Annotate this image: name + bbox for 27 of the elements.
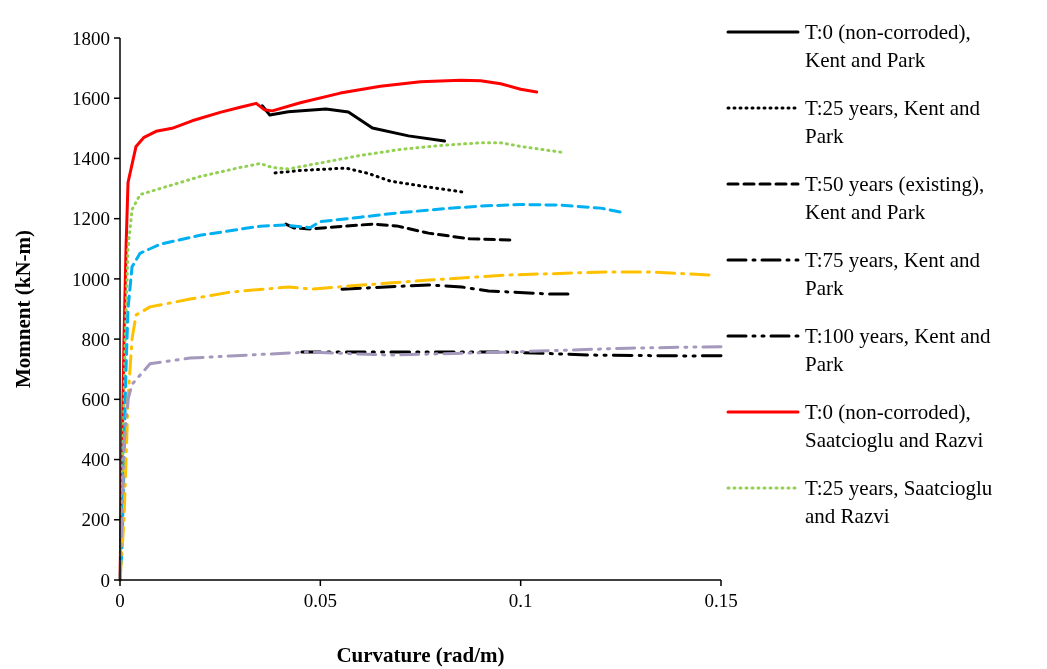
- line-series: [260, 104, 447, 143]
- legend-label: T:75 years, Kent and Park: [805, 248, 981, 300]
- y-axis-title: Momnent (kN-m): [11, 229, 35, 389]
- x-tick-label: 0.1: [508, 590, 533, 611]
- legend-label: T:25 years, Saatcioglu and Razvi: [805, 476, 993, 528]
- legend-label: T:0 (non-corroded), Kent and Park: [805, 20, 971, 72]
- y-tick-label: 1000: [72, 268, 110, 290]
- y-tick-label: 1600: [72, 87, 110, 109]
- y-tick-label: 200: [81, 509, 110, 531]
- y-tick-label: 1200: [72, 208, 110, 230]
- y-tick-label: 800: [81, 328, 110, 350]
- line-series: [273, 166, 464, 194]
- line-series: [340, 283, 570, 296]
- y-tick-label: 400: [81, 449, 110, 471]
- x-axis-title: Curvature (rad/m): [336, 643, 505, 667]
- y-tick-label: 1800: [72, 27, 110, 49]
- legend-label: T:0 (non-corroded), Saatcioglu and Razvi: [805, 400, 984, 452]
- x-tick-label: 0.15: [704, 590, 738, 611]
- legend-label: T:50 years (existing), Kent and Park: [805, 172, 985, 224]
- line-series: [284, 222, 512, 242]
- y-tick-label: 1400: [72, 148, 110, 170]
- legend-label: T:100 years, Kent and Park: [805, 324, 992, 376]
- y-tick-label: 600: [81, 388, 110, 410]
- y-tick-label: 0: [100, 569, 110, 591]
- x-tick-label: 0.05: [303, 590, 337, 611]
- legend-label: T:25 years, Kent and Park: [805, 96, 981, 148]
- x-tick-label: 0: [115, 590, 125, 611]
